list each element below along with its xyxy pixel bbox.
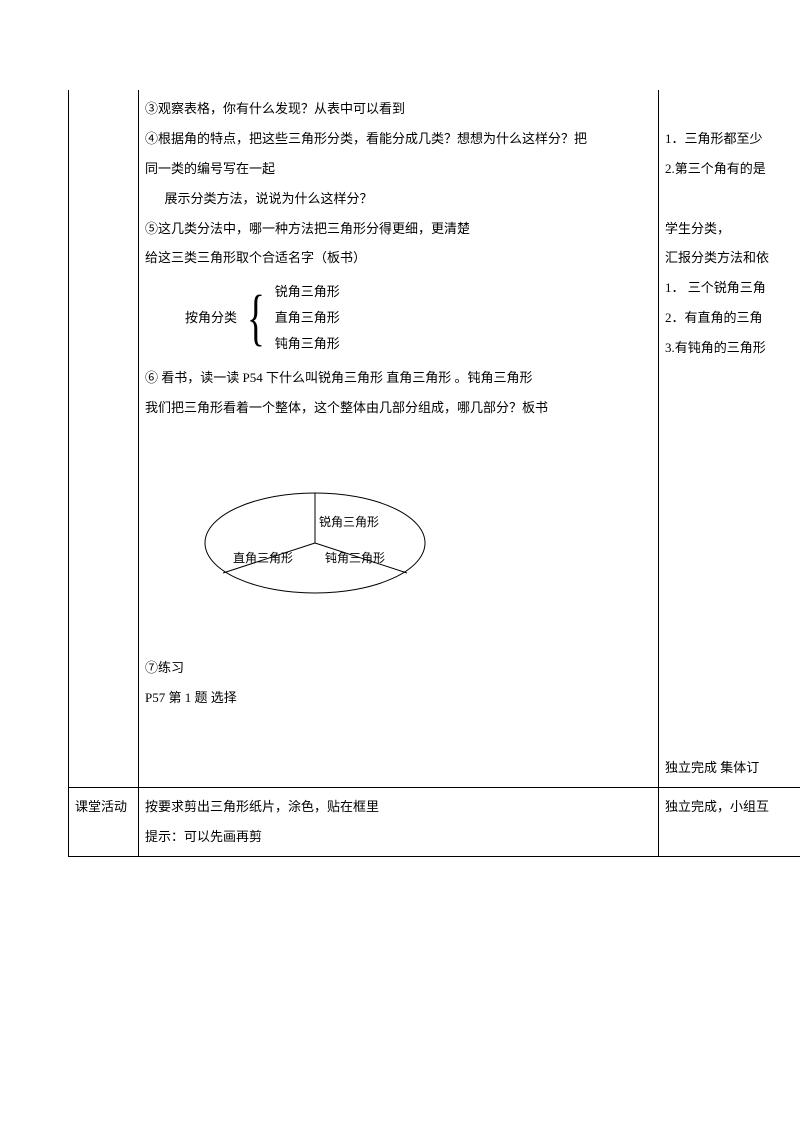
ellipse-svg (195, 483, 435, 603)
table-row: ③观察表格，你有什么发现？从表中可以看到 ④根据角的特点，把这些三角形分类，看能… (69, 90, 800, 787)
spacer (665, 363, 794, 753)
line: ④根据角的特点，把这些三角形分类，看能分成几类？想想为什么这样分？把 (145, 124, 652, 154)
line: 展示分类方法，说说为什么这样分？ (145, 184, 652, 214)
brace-items: 锐角三角形 直角三角形 钝角三角形 (275, 279, 340, 357)
line: 同一类的编号写在一起 (145, 154, 652, 184)
brace-label: 按角分类 (185, 306, 237, 331)
line: 按要求剪出三角形纸片，涂色，贴在框里 (145, 792, 652, 822)
line: 提示：可以先画再剪 (145, 822, 652, 852)
line: 学生分类， (665, 214, 794, 244)
line: ⑤这几类分法中，哪一种方法把三角形分得更细，更清楚 (145, 214, 652, 244)
ellipse-label-right: 钝角三角形 (325, 545, 385, 573)
lesson-table: ③观察表格，你有什么发现？从表中可以看到 ④根据角的特点，把这些三角形分类，看能… (68, 90, 800, 857)
cell-left-1 (69, 90, 139, 787)
line: 独立完成，小组互 (665, 792, 794, 822)
line: 1．三角形都至少 (665, 124, 794, 154)
table-row: 课堂活动 按要求剪出三角形纸片，涂色，贴在框里 提示：可以先画再剪 独立完成，小… (69, 787, 800, 856)
brace-item: 锐角三角形 (275, 279, 340, 305)
page: ③观察表格，你有什么发现？从表中可以看到 ④根据角的特点，把这些三角形分类，看能… (0, 0, 800, 857)
ellipse-label-left: 直角三角形 (233, 545, 293, 573)
row-label: 课堂活动 (75, 792, 132, 822)
brace-item: 钝角三角形 (275, 331, 340, 357)
line: 给这三类三角形取个合适名字（板书） (145, 243, 652, 273)
brace-classification: 按角分类 { 锐角三角形 直角三角形 钝角三角形 (185, 279, 652, 357)
line: 独立完成 集体订 (665, 753, 794, 783)
line: 2．有直角的三角 (665, 303, 794, 333)
line (665, 94, 794, 124)
left-brace-icon: { (247, 287, 265, 349)
brace-item: 直角三角形 (275, 305, 340, 331)
triangle-ellipse-diagram: 锐角三角形 直角三角形 钝角三角形 (195, 483, 435, 603)
cell-right-2: 独立完成，小组互 (659, 787, 800, 856)
line: ⑥ 看书，读一读 P54 下什么叫锐角三角形 直角三角形 。钝角三角形 (145, 363, 652, 393)
line: 汇报分类方法和依 (665, 243, 794, 273)
ellipse-label-top: 锐角三角形 (319, 509, 379, 537)
line: 1． 三个锐角三角 (665, 273, 794, 303)
line: P57 第 1 题 选择 (145, 683, 652, 713)
cell-mid-1: ③观察表格，你有什么发现？从表中可以看到 ④根据角的特点，把这些三角形分类，看能… (139, 90, 659, 787)
cell-right-1: 1．三角形都至少 2.第三个角有的是 学生分类， 汇报分类方法和依 1． 三个锐… (659, 90, 800, 787)
line (665, 184, 794, 214)
line: 我们把三角形看着一个整体，这个整体由几部分组成，哪几部分？板书 (145, 393, 652, 423)
line: ⑦练习 (145, 653, 652, 683)
line: 3.有钝角的三角形 (665, 333, 794, 363)
cell-left-2: 课堂活动 (69, 787, 139, 856)
cell-mid-2: 按要求剪出三角形纸片，涂色，贴在框里 提示：可以先画再剪 (139, 787, 659, 856)
line: 2.第三个角有的是 (665, 154, 794, 184)
spacer (145, 713, 652, 743)
line: ③观察表格，你有什么发现？从表中可以看到 (145, 94, 652, 124)
